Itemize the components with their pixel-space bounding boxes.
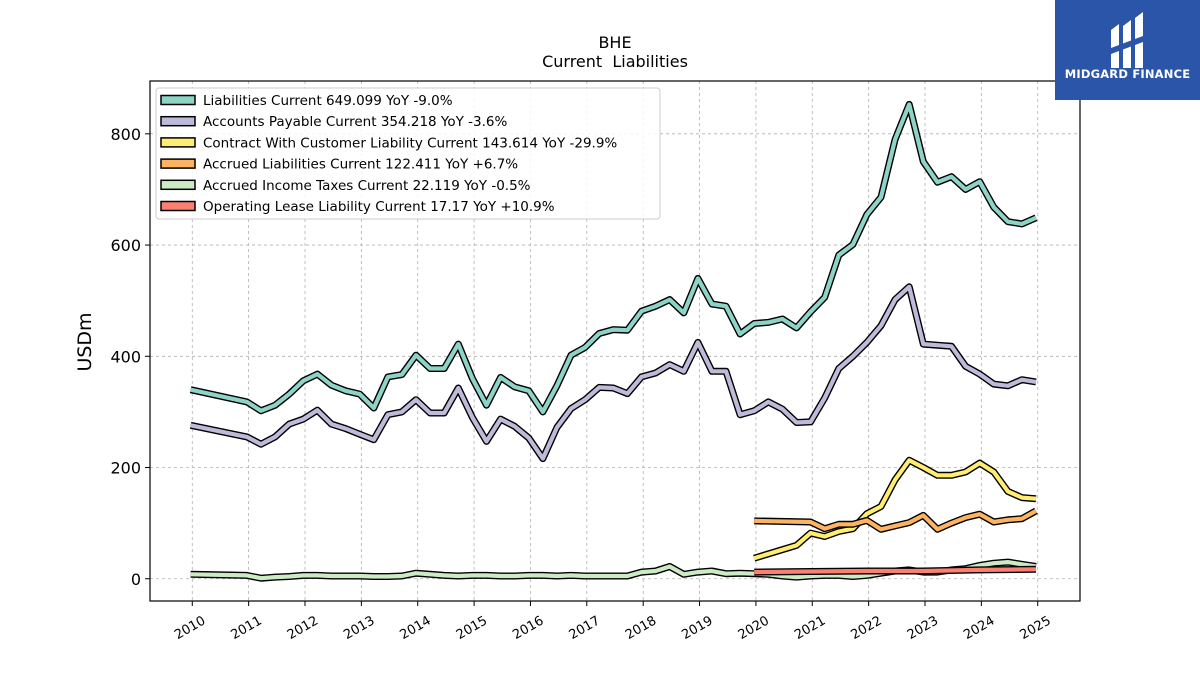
legend-label: Accounts Payable Current 354.218 YoY -3.… (203, 114, 508, 130)
plot-frame (149, 80, 1081, 602)
x-tick-label: 2010 (172, 613, 208, 643)
series-3 (754, 507, 1038, 533)
x-tick-label: 2022 (848, 613, 884, 643)
x-tick-label: 2012 (285, 613, 321, 643)
x-tick-label: 2023 (905, 613, 941, 643)
brand-logo: MIDGARD FINANCE (1055, 0, 1200, 100)
legend-swatch (160, 137, 196, 148)
x-tick-label: 2011 (228, 613, 264, 643)
series-0 (189, 100, 1038, 416)
series-2 (753, 456, 1037, 562)
legend-label: Accrued Income Taxes Current 22.119 YoY … (203, 178, 531, 194)
legend-label: Operating Lease Liability Current 17.17 … (203, 199, 555, 215)
legend-box (155, 87, 661, 220)
legend-label: Liabilities Current 649.099 YoY -9.0% (203, 93, 453, 109)
x-tick-label: 2025 (1018, 613, 1054, 643)
series-line (754, 509, 1038, 532)
x-tick-label: 2024 (961, 613, 997, 643)
x-tick-label: 2015 (454, 613, 490, 643)
chart-subtitle: Current Liabilities (542, 52, 688, 71)
series-line (753, 458, 1037, 561)
x-tick-label: 2020 (736, 613, 772, 643)
x-tick-label: 2013 (341, 613, 377, 643)
x-axis: 2010 2011 2012 2013 2014 2015 2016 2017 2018 2019… (172, 601, 1054, 643)
series-line (754, 567, 1037, 575)
series-line (190, 284, 1037, 461)
series-1 (189, 283, 1037, 463)
x-tick-label: 2019 (679, 613, 715, 643)
series-line (190, 102, 1037, 414)
y-axis-label: USDm (74, 312, 96, 371)
x-tick-label: 2016 (510, 613, 546, 643)
legend-swatch (160, 200, 196, 212)
x-tick-label: 2021 (792, 613, 828, 643)
y-tick-label: 200 (110, 459, 141, 478)
y-tick-label: 400 (110, 347, 141, 366)
brand-name: MIDGARD FINANCE (1064, 67, 1191, 81)
chart-title: BHE (598, 33, 631, 52)
x-tick-label: 2018 (623, 613, 659, 643)
y-tick-label: 0 (131, 570, 141, 589)
y-axis: 0 200 400 600 800 (110, 125, 150, 589)
legend: Liabilities Current 649.099 YoY -9.0% Acc… (155, 87, 661, 220)
legend-swatch (160, 115, 196, 127)
x-tick-label: 2017 (567, 613, 603, 643)
legend-label: Contract With Customer Liability Current… (203, 135, 617, 151)
y-tick-label: 600 (110, 236, 141, 255)
y-tick-label: 800 (110, 125, 141, 144)
x-tick-label: 2014 (398, 613, 434, 643)
brand-mark-icon (1111, 12, 1143, 68)
series-layer (189, 100, 1038, 582)
series-5 (754, 565, 1037, 576)
legend-swatch (160, 158, 196, 169)
legend-label: Accrued Liabilities Current 122.411 YoY … (203, 157, 518, 173)
legend-swatch (160, 94, 196, 106)
legend-swatch (160, 179, 196, 191)
